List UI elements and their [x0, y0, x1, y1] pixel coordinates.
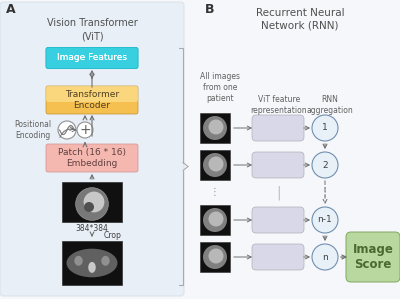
FancyBboxPatch shape [46, 86, 138, 102]
FancyBboxPatch shape [252, 115, 304, 141]
Text: B: B [205, 3, 214, 16]
Text: Image Features: Image Features [57, 54, 127, 62]
Circle shape [312, 152, 338, 178]
FancyBboxPatch shape [46, 48, 138, 68]
Text: Image Features: Image Features [57, 54, 127, 62]
Ellipse shape [74, 256, 83, 266]
Text: ⋮: ⋮ [210, 187, 220, 198]
Text: Vision Transformer
(ViT): Vision Transformer (ViT) [47, 18, 137, 41]
Circle shape [208, 248, 224, 263]
Text: ViT feature
representation: ViT feature representation [251, 95, 307, 115]
Text: A: A [6, 3, 16, 16]
Circle shape [203, 208, 227, 232]
Circle shape [203, 245, 227, 269]
Bar [200, 150, 230, 180]
Bar [200, 205, 230, 235]
FancyBboxPatch shape [0, 2, 184, 296]
Text: |: | [277, 185, 281, 200]
Text: RNN
aggregation: RNN aggregation [307, 95, 353, 115]
Circle shape [312, 115, 338, 141]
Ellipse shape [88, 262, 96, 273]
Circle shape [203, 116, 227, 140]
FancyBboxPatch shape [46, 48, 138, 68]
Circle shape [84, 202, 94, 212]
FancyBboxPatch shape [46, 144, 138, 172]
FancyBboxPatch shape [252, 244, 304, 270]
Bar [62, 182, 122, 222]
Text: n-1: n-1 [318, 216, 332, 225]
Text: 2: 2 [322, 161, 328, 170]
Bar [62, 241, 122, 285]
Text: ⋮: ⋮ [319, 186, 331, 199]
FancyBboxPatch shape [252, 207, 304, 233]
FancyBboxPatch shape [346, 232, 400, 282]
Text: Positional
Encoding: Positional Encoding [14, 120, 52, 140]
Text: 384*384: 384*384 [76, 224, 108, 233]
Text: Patch (16 * 16)
Embedding: Patch (16 * 16) Embedding [58, 148, 126, 168]
Text: Crop: Crop [104, 231, 122, 240]
Bar [200, 242, 230, 272]
Circle shape [77, 122, 93, 138]
Circle shape [312, 207, 338, 233]
Text: Recurrent Neural
Network (RNN): Recurrent Neural Network (RNN) [256, 8, 344, 31]
Ellipse shape [101, 256, 110, 266]
Text: All images
from one
patient: All images from one patient [200, 72, 240, 103]
Text: 1: 1 [322, 123, 328, 132]
Circle shape [208, 211, 224, 227]
Circle shape [58, 121, 76, 139]
Ellipse shape [66, 249, 118, 277]
Text: Image
Score: Image Score [352, 242, 394, 271]
Circle shape [208, 156, 224, 172]
FancyBboxPatch shape [46, 86, 138, 114]
Circle shape [84, 192, 104, 212]
Text: n: n [322, 252, 328, 262]
Text: Transformer
Encoder: Transformer Encoder [65, 90, 119, 110]
Circle shape [203, 153, 227, 177]
Circle shape [76, 187, 108, 220]
FancyBboxPatch shape [252, 152, 304, 178]
Text: +: + [79, 123, 91, 137]
Bar [200, 113, 230, 143]
Circle shape [312, 244, 338, 270]
Circle shape [208, 120, 224, 135]
